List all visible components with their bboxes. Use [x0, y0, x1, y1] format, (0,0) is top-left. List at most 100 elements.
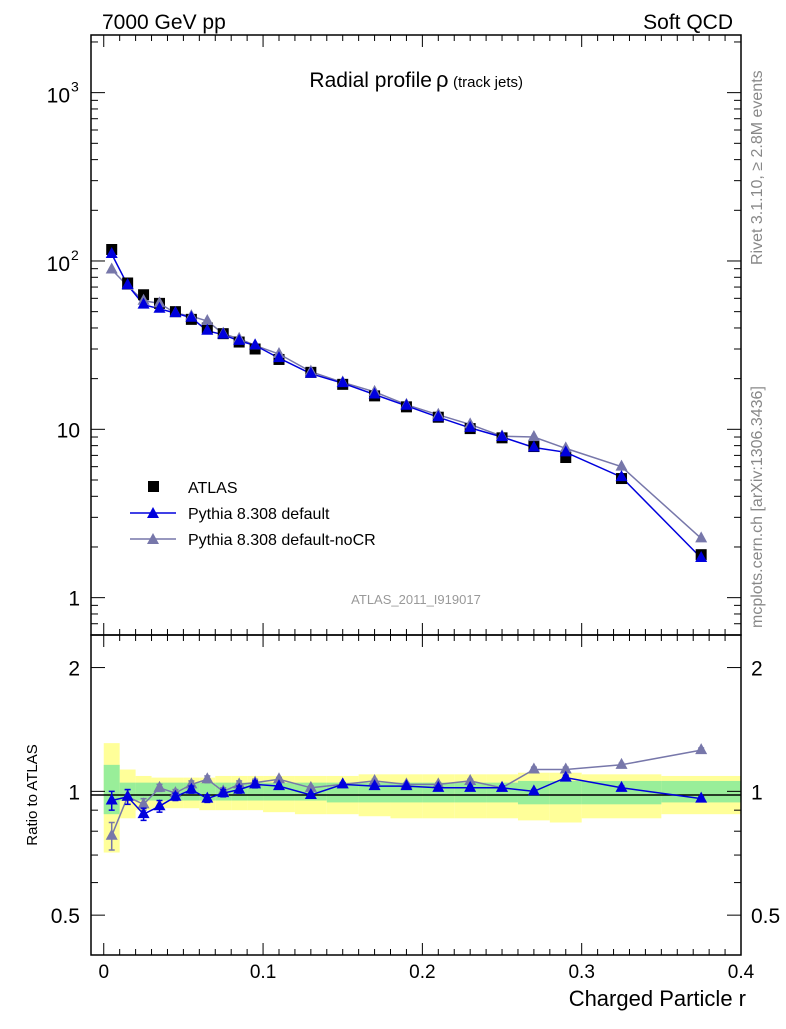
- ratio-tick-label: 2: [68, 658, 80, 681]
- legend-nocr-marker: [147, 533, 159, 544]
- mc-data-point: [201, 323, 214, 335]
- mc-data-point: [121, 277, 134, 289]
- x-tick-label: 0.1: [250, 962, 276, 983]
- ratio-data-point: [249, 777, 262, 789]
- legend-atlas-marker: [148, 481, 159, 492]
- mc-data-point: [527, 430, 540, 442]
- mc-data-point: [432, 410, 445, 422]
- ratio-series-line: [111, 749, 702, 836]
- ratio-data-point: [695, 791, 708, 803]
- mc-data-point: [105, 247, 118, 259]
- uncertainty-band-inner: [263, 782, 295, 801]
- legend-nocr-label: Pythia 8.308 default-noCR: [188, 532, 376, 549]
- uncertainty-band-inner: [135, 782, 152, 801]
- mc-data-point: [233, 333, 246, 345]
- main-series-group: [105, 244, 708, 563]
- ratio-data-point: [464, 773, 477, 785]
- y-tick-label: 10: [57, 419, 80, 442]
- ratio-data-point: [272, 779, 285, 791]
- ratio-data-point: [137, 807, 150, 819]
- mc-data-point: [368, 387, 381, 399]
- y-tick-label: 10: [47, 253, 70, 276]
- uncertainty-band-inner: [358, 782, 391, 803]
- ratio-plot-frame: [90, 634, 742, 956]
- analysis-label: ATLAS_2011_I919017: [351, 592, 481, 607]
- ratio-data-point: [153, 799, 166, 811]
- ratio-data-point: [153, 780, 166, 792]
- mc-data-point: [153, 301, 166, 313]
- ratio-data-point: [336, 777, 349, 789]
- uncertainty-band-inner: [581, 780, 662, 805]
- ratio-data-point: [105, 828, 118, 840]
- y-tick-label: 10: [47, 85, 70, 108]
- x-tick-label: 0: [98, 962, 109, 983]
- legend-default-label: Pythia 8.308 default: [188, 506, 330, 523]
- ratio-data-point: [559, 762, 572, 774]
- ratio-tick-group: 0.5 0.5 1 1 2 2: [51, 658, 780, 956]
- ratio-series-group: [105, 743, 708, 851]
- legend: ATLAS Pythia 8.308 default Pythia 8.308 …: [130, 480, 376, 549]
- series-line: [111, 268, 702, 539]
- ratio-series-line: [111, 776, 702, 816]
- mc-data-point: [527, 440, 540, 452]
- legend-default-marker: [147, 507, 159, 518]
- ratio-data-point: [559, 770, 572, 782]
- plot-title: Radial profile: [309, 69, 432, 92]
- x-axis-tick-group: 0 0.1 0.2 0.3 0.4: [98, 35, 755, 983]
- x-tick-label: 0.2: [409, 962, 435, 983]
- plot-title-suffix: (track jets): [453, 74, 523, 91]
- mc-data-point: [615, 459, 628, 471]
- ratio-data-point: [464, 780, 477, 792]
- header-left: 7000 GeV pp: [102, 11, 226, 34]
- mc-data-point: [695, 551, 708, 563]
- mc-data-point: [695, 531, 708, 543]
- ratio-tick-label: 1: [68, 781, 80, 804]
- atlas-data-point: [560, 452, 572, 464]
- x-axis-label: Charged Particle r: [569, 986, 746, 1011]
- ratio-tick-label: 0.5: [51, 905, 80, 928]
- ratio-tick-label-right: 2: [751, 658, 763, 681]
- mc-data-point: [336, 376, 349, 388]
- ratio-axis-label: Ratio to ATLAS: [24, 744, 41, 845]
- mcplots-reference-label: mcplots.cern.ch [arXiv:1306.3436]: [749, 386, 766, 628]
- mc-data-point: [304, 366, 317, 378]
- ratio-data-point: [304, 780, 317, 792]
- ratio-plot-panel: 0.5 0.5 1 1 2 2 Ratio to ATLAS: [24, 634, 780, 956]
- ratio-data-point: [137, 797, 150, 809]
- ratio-data-point: [368, 779, 381, 791]
- mc-data-point: [559, 445, 572, 457]
- ratio-data-point: [233, 782, 246, 794]
- mc-data-point: [201, 314, 214, 326]
- ratio-data-point: [615, 757, 628, 769]
- ratio-data-point: [105, 793, 118, 805]
- ratio-tick-label-right: 0.5: [751, 905, 780, 928]
- ratio-data-point: [272, 772, 285, 784]
- x-tick-label: 0.3: [568, 962, 594, 983]
- ratio-data-point: [217, 786, 230, 798]
- y-tick-exponent: 2: [71, 247, 79, 263]
- mc-data-point: [105, 262, 118, 274]
- header-right: Soft QCD: [643, 11, 733, 34]
- mc-data-point: [249, 338, 262, 350]
- ratio-data-point: [169, 789, 182, 801]
- mc-data-point: [615, 470, 628, 482]
- ratio-data-point: [400, 779, 413, 791]
- mc-data-point: [137, 297, 150, 309]
- plot-title-symbol: ρ: [436, 67, 449, 92]
- ratio-tick-label-right: 1: [751, 781, 763, 804]
- rivet-version-label: Rivet 3.1.10, ≥ 2.8M events: [749, 70, 766, 265]
- y-tick-exponent: 3: [71, 79, 79, 95]
- ratio-data-point: [695, 743, 708, 755]
- mc-data-point: [169, 306, 182, 318]
- x-tick-label: 0.4: [728, 962, 755, 983]
- mc-data-point: [496, 430, 509, 442]
- legend-atlas-label: ATLAS: [188, 480, 238, 497]
- mc-data-point: [464, 420, 477, 432]
- uncertainty-band-inner: [390, 782, 423, 803]
- mc-data-point: [185, 310, 198, 322]
- ratio-data-point: [432, 780, 445, 792]
- mc-data-point: [217, 327, 230, 339]
